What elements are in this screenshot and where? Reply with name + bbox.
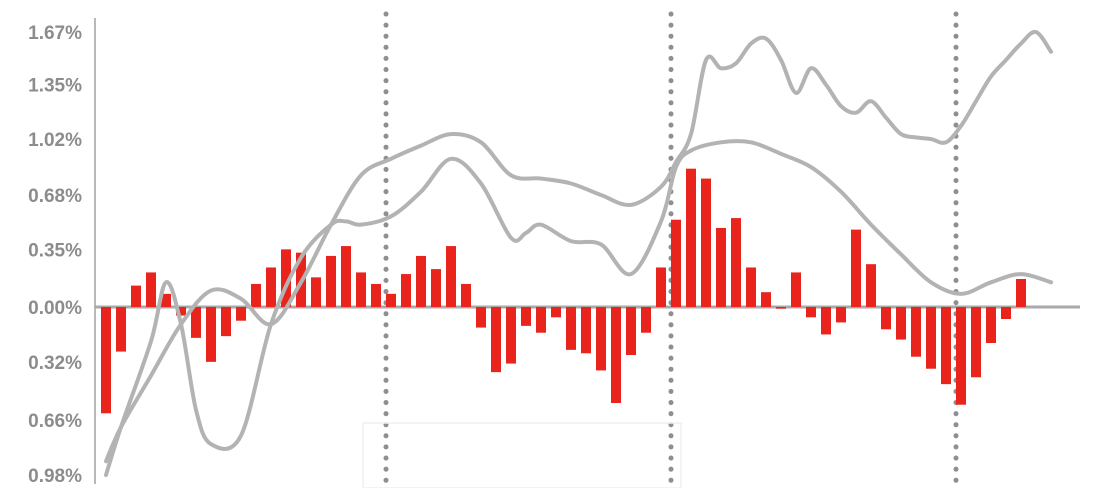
- bar: [866, 264, 876, 307]
- bar: [836, 307, 846, 323]
- bar: [476, 307, 486, 328]
- bar: [596, 307, 606, 371]
- bar: [251, 283, 261, 307]
- bar: [131, 285, 141, 307]
- y-tick-label: 1.35%: [28, 76, 82, 97]
- bar: [656, 267, 666, 307]
- bar: [731, 218, 741, 307]
- bar: [191, 307, 201, 338]
- y-tick-label: 0.32%: [28, 353, 82, 374]
- bar: [101, 307, 111, 414]
- bar: [341, 246, 351, 307]
- series-line: [104, 29, 1053, 464]
- y-tick-label: 0.00%: [28, 298, 82, 319]
- y-tick-label: 0.66%: [28, 411, 82, 432]
- bar: [671, 219, 681, 307]
- bar: [146, 272, 156, 307]
- bar: [551, 307, 561, 318]
- y-tick-label: 1.67%: [28, 23, 82, 44]
- y-tick-label: 0.35%: [28, 240, 82, 261]
- bar: [686, 168, 696, 307]
- series-line: [104, 139, 1053, 477]
- bar: [206, 307, 216, 362]
- bar: [581, 307, 591, 354]
- bar: [956, 307, 966, 405]
- bar: [941, 307, 951, 385]
- bar: [566, 307, 576, 350]
- faint-box: [362, 422, 682, 488]
- bar: [266, 267, 276, 307]
- bar: [446, 246, 456, 307]
- bar: [161, 293, 171, 307]
- bar: [521, 307, 531, 326]
- bar: [281, 249, 291, 307]
- bar: [1001, 307, 1011, 319]
- bar: [806, 307, 816, 318]
- bar: [926, 307, 936, 369]
- bar: [881, 307, 891, 330]
- bar: [326, 255, 336, 307]
- bar: [776, 307, 786, 309]
- y-tick-label: 0.68%: [28, 186, 82, 207]
- bar: [386, 293, 396, 307]
- bar: [701, 178, 711, 307]
- bar: [416, 255, 426, 307]
- bar: [971, 307, 981, 378]
- bar: [1016, 279, 1026, 307]
- bar: [461, 283, 471, 307]
- bar: [896, 307, 906, 340]
- bar: [311, 277, 321, 307]
- bar: [116, 307, 126, 352]
- bar: [986, 307, 996, 343]
- bar: [716, 227, 726, 307]
- bar: [641, 307, 651, 333]
- bar: [761, 292, 771, 307]
- bar: [746, 267, 756, 307]
- bar: [506, 307, 516, 364]
- bar: [536, 307, 546, 333]
- bar: [236, 307, 246, 321]
- bar: [851, 229, 861, 307]
- bar: [611, 307, 621, 403]
- bar: [176, 307, 186, 316]
- y-tick-label: 1.02%: [28, 130, 82, 151]
- bar: [401, 274, 411, 307]
- bar: [221, 307, 231, 337]
- bar: [371, 283, 381, 307]
- bar: [491, 307, 501, 373]
- bar: [911, 307, 921, 357]
- bar: [356, 272, 366, 307]
- bar: [626, 307, 636, 355]
- bar: [431, 269, 441, 307]
- bar: [791, 272, 801, 307]
- bar: [821, 307, 831, 335]
- y-tick-label: 0.98%: [28, 466, 82, 487]
